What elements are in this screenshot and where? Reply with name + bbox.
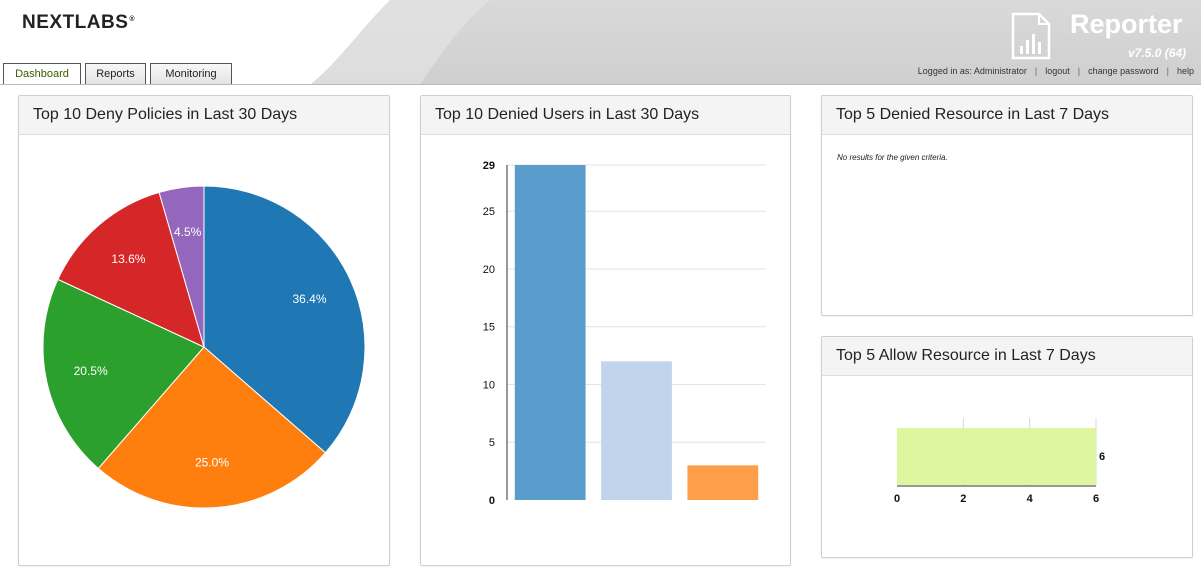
app-header: NEXTLABS® Dashboard Reports Monitoring R… bbox=[0, 0, 1201, 85]
pie-slice-label: 13.6% bbox=[111, 252, 145, 266]
denied-users-title: Top 10 Denied Users in Last 30 Days bbox=[421, 96, 790, 135]
y-tick-label: 15 bbox=[483, 322, 495, 334]
deny-policies-title: Top 10 Deny Policies in Last 30 Days bbox=[19, 96, 389, 135]
allow-resource-panel: Top 5 Allow Resource in Last 7 Days 0 2 4 6… bbox=[821, 336, 1193, 558]
x-tick-label: 4 bbox=[1027, 493, 1034, 505]
tab-reports[interactable]: Reports bbox=[85, 63, 146, 84]
deny-policies-pie-chart: 36.4% 25.0% 20.5% 13.6% 4.5% bbox=[42, 185, 366, 509]
allow-resource-bar-chart: 0 2 4 6 6 bbox=[894, 418, 1105, 505]
logout-link[interactable]: logout bbox=[1045, 66, 1070, 76]
pie-slice bbox=[42, 278, 205, 470]
deny-policies-panel: Top 10 Deny Policies in Last 30 Days 36.… bbox=[18, 95, 390, 566]
y-tick-label: 10 bbox=[483, 379, 495, 391]
y-tick-label: 0 bbox=[489, 495, 495, 507]
app-title: Reporter bbox=[1070, 9, 1183, 39]
pie-slice-label: 4.5% bbox=[174, 225, 202, 239]
bar bbox=[687, 465, 759, 500]
y-tick-label: 29 bbox=[483, 160, 495, 172]
denied-users-bar-chart: 0 5 10 15 20 25 29 bbox=[483, 160, 766, 507]
pie-slice bbox=[97, 346, 327, 509]
pie-slice-label: 25.0% bbox=[195, 456, 229, 470]
allow-resource-title: Top 5 Allow Resource in Last 7 Days bbox=[822, 337, 1192, 376]
x-tick-label: 2 bbox=[960, 493, 966, 505]
denied-resource-panel: Top 5 Denied Resource in Last 7 Days No … bbox=[821, 95, 1193, 316]
main-tabs: Dashboard Reports Monitoring bbox=[3, 63, 236, 84]
bar bbox=[601, 361, 672, 500]
pie-slice-label: 36.4% bbox=[292, 292, 326, 306]
pie-slice bbox=[158, 185, 205, 348]
pie-slice bbox=[57, 191, 205, 348]
change-password-link[interactable]: change password bbox=[1088, 66, 1159, 76]
reporter-document-icon bbox=[1011, 12, 1051, 60]
x-tick-label: 0 bbox=[894, 493, 900, 505]
y-tick-label: 20 bbox=[483, 264, 495, 276]
x-tick-label: 6 bbox=[1093, 493, 1099, 505]
logo-text: NEXTLABS bbox=[22, 12, 129, 33]
bar-value-label: 6 bbox=[1099, 451, 1105, 463]
y-tick-label: 5 bbox=[489, 437, 495, 449]
pie-slice bbox=[203, 185, 366, 454]
help-link[interactable]: help bbox=[1176, 66, 1194, 76]
bar bbox=[897, 428, 1096, 485]
tab-monitoring[interactable]: Monitoring bbox=[150, 63, 232, 84]
y-tick-label: 25 bbox=[483, 206, 495, 218]
pie-slice-label: 20.5% bbox=[74, 364, 108, 378]
tab-dashboard[interactable]: Dashboard bbox=[3, 63, 81, 84]
no-results-message: No results for the given criteria. bbox=[837, 153, 948, 162]
denied-resource-title: Top 5 Denied Resource in Last 7 Days bbox=[822, 96, 1192, 135]
app-version: v7.5.0 (64) bbox=[1128, 46, 1187, 60]
nextlabs-logo: NEXTLABS® bbox=[22, 12, 136, 33]
logged-in-label: Logged in as: Administrator bbox=[917, 66, 1027, 76]
user-bar: Logged in as: Administrator | logout | c… bbox=[917, 66, 1194, 76]
bar bbox=[514, 165, 586, 500]
denied-users-panel: Top 10 Denied Users in Last 30 Days 0 5 10… bbox=[420, 95, 791, 566]
